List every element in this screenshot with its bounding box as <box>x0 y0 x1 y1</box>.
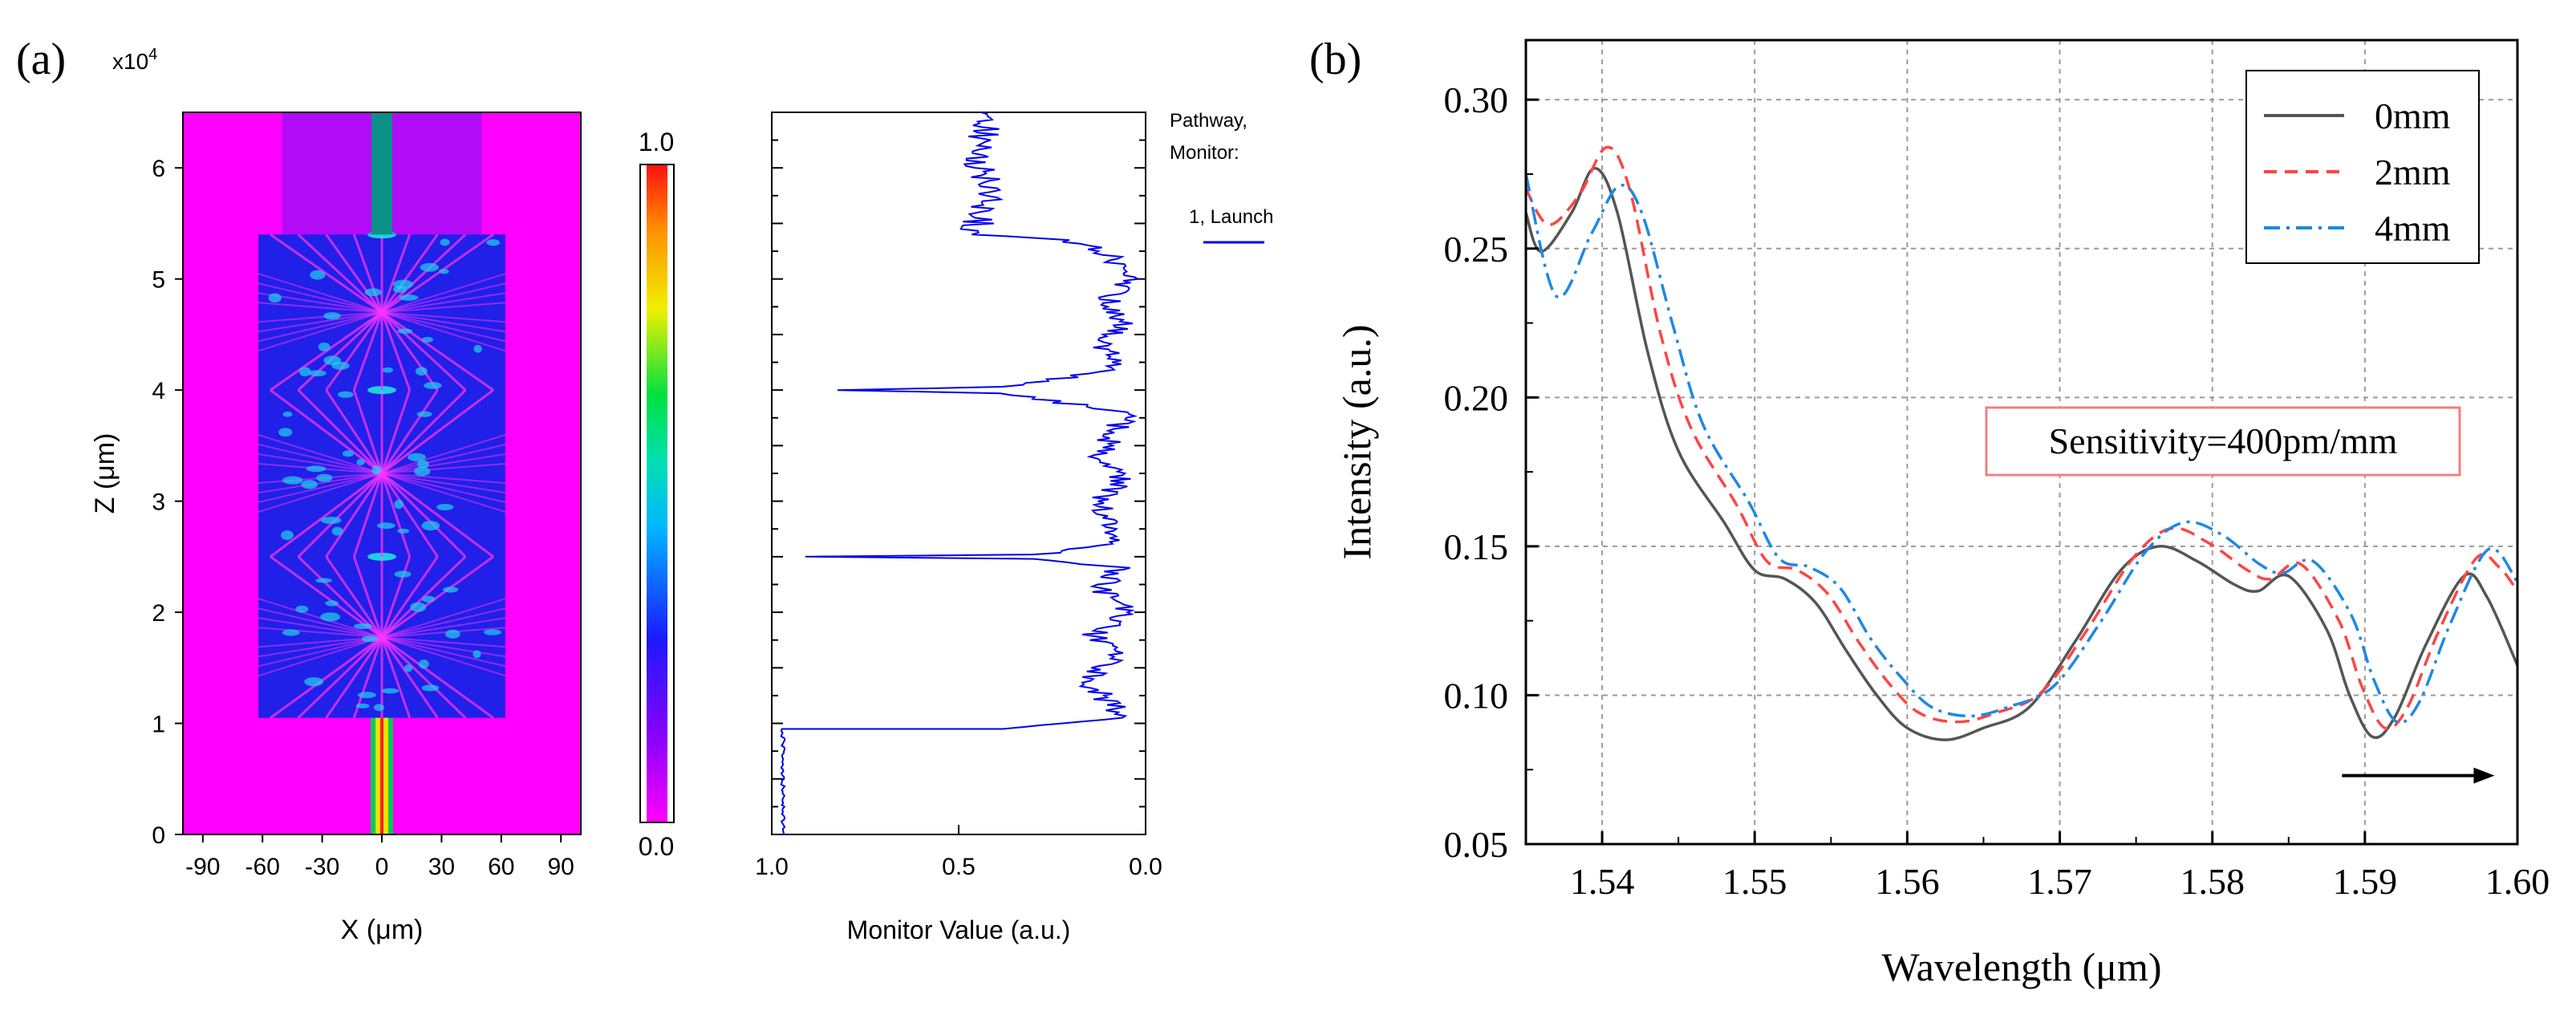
y-tick-label: 0.15 <box>1444 526 1509 567</box>
y-tick-label: 5 <box>152 267 165 294</box>
monitor-ticks <box>771 112 1146 835</box>
monitor-plot <box>780 112 1141 835</box>
colorbar-max-label: 1.0 <box>639 128 674 156</box>
x-tick-label: 30 <box>428 854 455 880</box>
panel-label-a: (a) <box>16 35 66 84</box>
output-core <box>371 112 392 235</box>
x-tick-label: -30 <box>305 854 339 880</box>
x-tick-label: 60 <box>488 854 514 880</box>
legend-label-2mm: 2mm <box>2375 152 2451 193</box>
colorbar-min-label: 0.0 <box>639 832 674 861</box>
x-tick-label: 1.59 <box>2333 861 2398 902</box>
spectrum-frame <box>1524 39 2519 846</box>
x-tick-label: -60 <box>245 854 280 880</box>
spectrum-grid <box>1526 40 2517 844</box>
y-tick-label: 0.20 <box>1444 377 1509 418</box>
spectrum-x-axis-label: Wavelength (μm) <box>1881 944 2161 989</box>
y-tick-label: 1 <box>152 712 165 738</box>
x-tick-label: 1.58 <box>2180 861 2245 902</box>
x-tick-label: 0 <box>375 854 389 880</box>
legend-box <box>2245 70 2480 264</box>
heatmap-x-axis-label: X (μm) <box>341 915 424 945</box>
x-tick-label: 90 <box>548 854 574 880</box>
arrow-head <box>2473 767 2495 784</box>
sensitivity-box <box>1985 406 2461 477</box>
monitor-legend-title-1: Pathway, <box>1170 110 1247 132</box>
y-tick-label: 3 <box>152 489 165 516</box>
monitor-x-tick-label: 0.0 <box>1129 854 1162 880</box>
monitor-x-axis-label: Monitor Value (a.u.) <box>847 915 1071 944</box>
colorbar <box>647 164 667 822</box>
y-tick-label: 2 <box>152 600 165 627</box>
interference-pattern <box>258 230 506 719</box>
x-tick-label: 1.56 <box>1875 861 1940 902</box>
y-tick-label: 0 <box>152 822 165 849</box>
sensitivity-annotation: Sensitivity=400pm/mm <box>2049 420 2398 461</box>
panel-label-b: (b) <box>1309 35 1361 84</box>
series-4mm <box>1524 173 2519 725</box>
series-0mm <box>1524 166 2519 741</box>
y-tick-label: 0.05 <box>1444 824 1509 865</box>
x-tick-label: 1.55 <box>1722 861 1787 902</box>
spectrum-y-axis-label: Intensity (a.u.) <box>1334 325 1379 560</box>
output-region <box>282 112 481 235</box>
heatmap-y-axis-label: Z (μm) <box>90 433 120 514</box>
exponent-label: x104 <box>112 46 157 74</box>
x-tick-label: 1.54 <box>1570 861 1635 902</box>
x-tick-label: 1.60 <box>2485 861 2550 902</box>
monitor-x-tick-label: 1.0 <box>755 854 789 880</box>
spectrum-legend: 0mm 2mm 4mm <box>2245 70 2480 264</box>
colorbar-frame <box>639 164 675 823</box>
input-core <box>371 717 393 834</box>
monitor-frame <box>771 112 1146 835</box>
x-tick-label: -90 <box>185 854 220 880</box>
y-tick-label: 0.25 <box>1444 229 1509 270</box>
y-tick-label: 6 <box>152 156 165 182</box>
monitor-legend-entry: 1, Launch <box>1189 206 1273 228</box>
shift-arrow <box>2342 767 2495 784</box>
field-heatmap <box>183 112 581 834</box>
x-tick-label: 1.57 <box>2027 861 2092 902</box>
monitor-series-line <box>780 112 1141 835</box>
legend-label-0mm: 0mm <box>2375 95 2451 136</box>
spectrum-series <box>1524 145 2519 741</box>
y-tick-label: 4 <box>152 378 165 404</box>
y-tick-label: 0.30 <box>1444 79 1509 120</box>
heatmap-y-ticks: 0 1 2 3 4 5 6 <box>152 156 183 849</box>
y-tick-label: 0.10 <box>1444 675 1509 716</box>
monitor-x-tick-labels: 1.0 0.5 0.0 <box>755 854 1162 880</box>
spectrum-ticks: 1.54 1.55 1.56 1.57 1.58 1.59 1.60 0.05 0.10 0.15… <box>1444 79 2550 902</box>
series-2mm <box>1524 145 2519 730</box>
monitor-x-tick-label: 0.5 <box>942 854 976 880</box>
legend-label-4mm: 4mm <box>2375 208 2451 249</box>
monitor-legend-title-2: Monitor: <box>1170 142 1239 164</box>
heatmap-x-ticks: -90 -60 -30 0 30 60 90 <box>185 834 574 880</box>
